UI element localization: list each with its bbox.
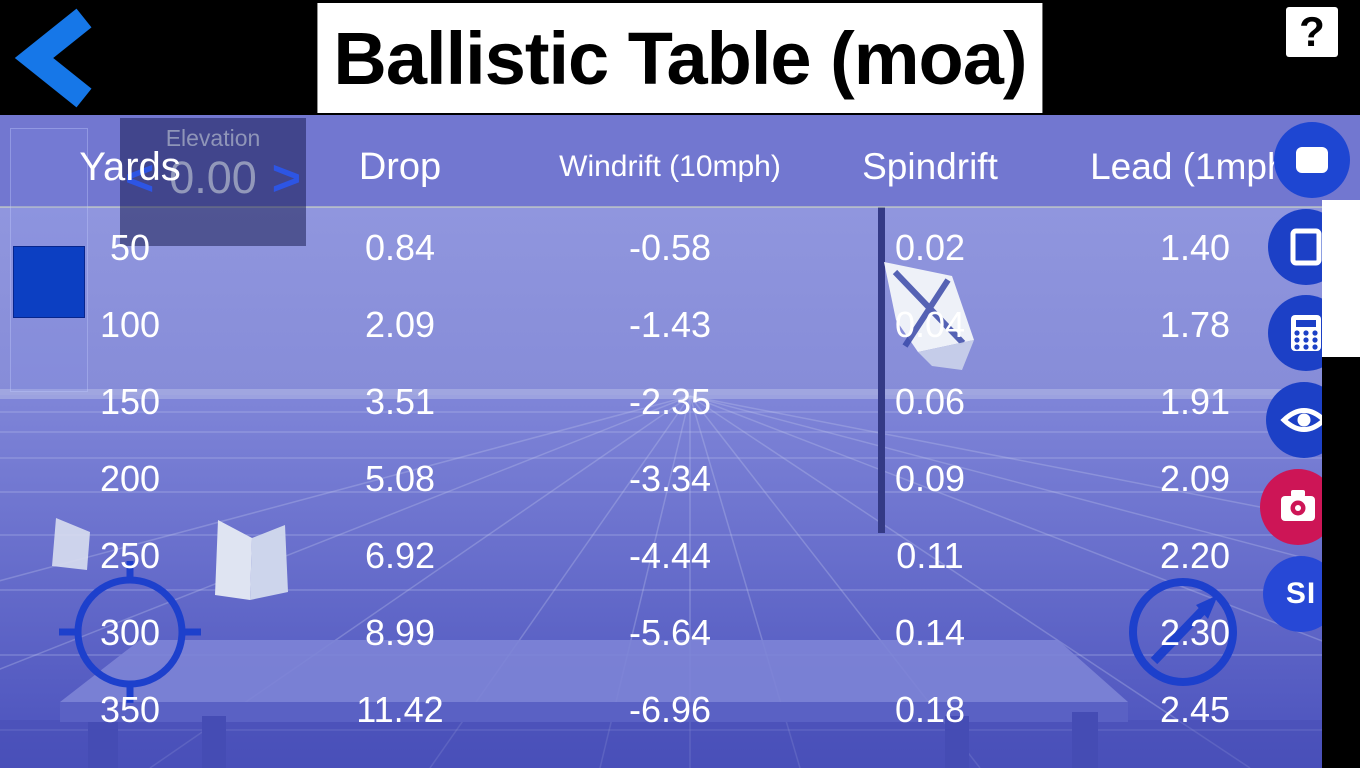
camera-icon [1281,490,1315,521]
table-header-row: Yards Drop Windrift (10mph) Spindrift Le… [0,125,1330,209]
crosshair-icon[interactable] [55,557,205,707]
cell-spindrift: 0.09 [894,457,966,499]
cell-spindrift: 0.18 [894,688,966,730]
cell-yards: 350 [99,688,161,730]
header-spindrift: Spindrift [862,146,998,187]
table-row: 50 0.84 -0.58 0.02 1.40 [0,209,1330,286]
header-lead: Lead (1mph) [1090,146,1300,187]
cell-lead: 2.30 [1159,611,1231,653]
cell-yards: 100 [99,303,161,345]
flagpole [878,207,885,533]
page-icon [1290,228,1322,266]
help-button[interactable]: ? [1286,7,1338,57]
cell-windrift: -0.58 [628,226,712,268]
cell-drop: 3.51 [364,380,436,422]
compass-icon[interactable] [1108,557,1258,707]
cell-lead: 1.78 [1159,303,1231,345]
elevation-widget: Elevation < 0.00 > [120,118,306,246]
back-button[interactable] [10,6,110,110]
cell-spindrift: 0.04 [894,303,966,345]
top-bar: Ballistic Table (moa) ? [0,0,1360,115]
sim-button-label: SI [1285,577,1317,610]
blue-swatch[interactable] [13,246,85,318]
flag [884,262,974,370]
cell-yards: 250 [99,534,161,576]
cell-windrift: -2.35 [628,380,712,422]
cell-spindrift: 0.06 [894,380,966,422]
cell-lead: 2.45 [1159,688,1231,730]
cell-yards: 300 [99,611,161,653]
shooting-table [0,640,1360,768]
page-title: Ballistic Table (moa) [333,16,1027,100]
cell-drop: 2.09 [364,303,436,345]
cell-yards: 50 [109,226,151,268]
cell-lead: 1.40 [1159,226,1231,268]
display-button[interactable] [1274,122,1350,198]
cell-spindrift: 0.02 [894,226,966,268]
table-row: 350 11.42 -6.96 0.18 2.45 [0,671,1330,748]
cell-windrift: -5.64 [628,611,712,653]
cell-lead: 2.20 [1159,534,1231,576]
cell-drop: 11.42 [356,688,444,730]
right-white-panel [1322,200,1360,357]
header-drop: Drop [358,145,442,188]
elevation-label: Elevation [165,125,261,151]
right-letterbox [1322,357,1360,768]
table-row: 250 6.92 -4.44 0.11 2.20 [0,517,1330,594]
title-panel: Ballistic Table (moa) [317,3,1043,113]
cell-spindrift: 0.14 [894,611,966,653]
cell-lead: 1.91 [1159,380,1231,422]
chevron-left-icon [14,8,92,108]
cell-drop: 8.99 [364,611,436,653]
cell-yards: 200 [99,457,161,499]
header-yards: Yards [79,144,181,189]
cell-yards: 150 [99,380,161,422]
elevation-decrease-button[interactable]: < [125,150,155,206]
cell-windrift: -4.44 [628,534,712,576]
cell-drop: 0.84 [364,226,436,268]
viewport-separator [0,206,1360,208]
cell-windrift: -3.34 [628,457,712,499]
elevation-increase-button[interactable]: > [271,150,301,206]
table-row: 150 3.51 -2.35 0.06 1.91 [0,363,1330,440]
monitor-icon [1296,147,1328,173]
cell-drop: 6.92 [364,534,436,576]
cell-windrift: -1.43 [628,303,712,345]
cell-spindrift: 0.11 [896,534,964,576]
cell-windrift: -6.96 [628,688,712,730]
table-row: 300 8.99 -5.64 0.14 2.30 [0,594,1330,671]
cell-drop: 5.08 [364,457,436,499]
table-row: 100 2.09 -1.43 0.04 1.78 [0,286,1330,363]
horizon-haze [0,389,1360,399]
cell-lead: 2.09 [1159,457,1231,499]
header-windrift: Windrift (10mph) [559,150,781,183]
elevation-value: 0.00 [169,152,257,203]
target-cards [52,518,288,600]
table-row: 200 5.08 -3.34 0.09 2.09 [0,440,1330,517]
calculator-icon [1291,315,1321,351]
